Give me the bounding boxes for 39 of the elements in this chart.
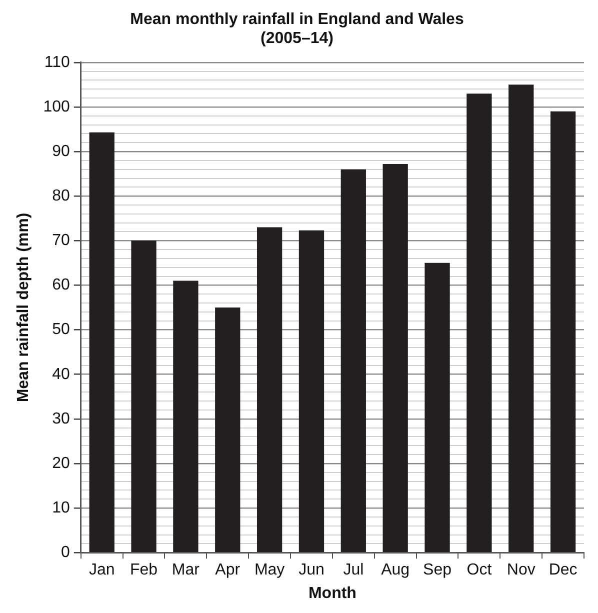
- x-tick-label: Feb: [130, 562, 158, 579]
- bar: [466, 94, 492, 552]
- y-tick-label: 50: [52, 321, 70, 338]
- x-tick-label: Jun: [298, 562, 324, 579]
- y-tick-label: 40: [52, 366, 70, 383]
- bar: [382, 164, 408, 552]
- bar: [298, 230, 324, 552]
- bar: [173, 280, 198, 552]
- x-tick-label: Nov: [506, 562, 536, 579]
- x-axis-title: Month: [308, 584, 356, 602]
- x-tick-label: Jul: [343, 562, 364, 579]
- x-tick-label: May: [254, 562, 285, 579]
- x-tick-label: Oct: [466, 562, 492, 579]
- y-axis-title: Mean rainfall depth (mm): [15, 212, 32, 402]
- y-tick-label: 90: [52, 142, 70, 160]
- y-tick-label: 30: [52, 410, 70, 428]
- bar: [340, 169, 366, 552]
- y-tick-label: 110: [44, 54, 70, 71]
- x-tick-label: Jan: [88, 562, 115, 579]
- y-tick-label: 10: [52, 499, 70, 516]
- y-tick-label: 80: [52, 187, 70, 204]
- bar: [89, 132, 114, 552]
- chart-title: Mean monthly rainfall in England and Wales (2005–14): [130, 11, 464, 48]
- x-tick-label: Dec: [548, 562, 578, 579]
- x-tick-label: Mar: [172, 562, 200, 579]
- y-tick-label: 20: [52, 454, 70, 472]
- bar: [508, 84, 534, 552]
- bar: [550, 111, 576, 552]
- bar: [256, 227, 282, 552]
- x-tick-label: Apr: [215, 562, 241, 579]
- x-tick-label: Sep: [423, 562, 452, 579]
- y-tick-label: 0: [60, 544, 70, 562]
- y-tick-label: 100: [43, 98, 70, 116]
- bar: [424, 262, 450, 552]
- bar: [131, 240, 156, 552]
- bar: [215, 308, 240, 552]
- y-tick-label: 60: [52, 276, 70, 294]
- y-tick-label: 70: [52, 232, 70, 250]
- x-tick-label: Aug: [381, 562, 410, 579]
